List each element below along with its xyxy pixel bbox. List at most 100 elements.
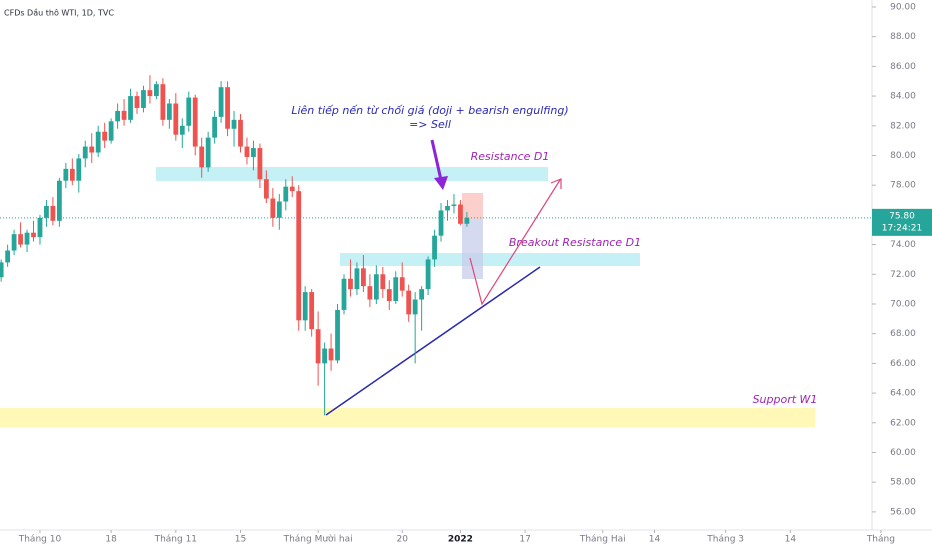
price-axis <box>872 0 932 530</box>
annotation: => Sell <box>409 118 451 131</box>
y-tick-label: 56.00 <box>890 507 916 517</box>
x-tick-label: 17 <box>519 535 530 545</box>
candle-body <box>44 205 49 218</box>
x-tick-label: 18 <box>105 535 117 545</box>
candle-body <box>50 205 56 221</box>
candle-body <box>89 146 95 153</box>
candle-body <box>458 204 463 224</box>
candle-body <box>141 90 146 108</box>
x-tick-label: 15 <box>235 535 246 545</box>
x-tick-label: 2022 <box>448 535 473 545</box>
candle-body <box>76 158 82 181</box>
breakout-zone <box>340 253 640 266</box>
y-tick-label: 58.00 <box>890 478 916 488</box>
candle-body <box>121 110 127 120</box>
resistance-zone <box>156 167 548 181</box>
arrow-head <box>434 176 448 190</box>
candle-body <box>289 186 295 192</box>
x-tick-label: 14 <box>785 535 797 545</box>
candle-body <box>361 268 366 287</box>
annotation: Support W1 <box>753 393 818 406</box>
candle-body <box>231 119 237 129</box>
candle-body <box>341 278 347 310</box>
y-tick-label: 90.00 <box>890 2 916 12</box>
candle-body <box>147 90 153 97</box>
support-zone <box>0 408 815 427</box>
candle-body <box>186 97 192 126</box>
candle-body <box>160 84 166 120</box>
candle-body <box>399 277 405 291</box>
candle-body <box>95 131 101 153</box>
signal-arrow <box>430 139 443 181</box>
price-label-box <box>872 208 932 236</box>
candle-body <box>315 329 321 364</box>
candle-body <box>328 348 334 361</box>
y-tick-label: 68.00 <box>890 329 916 339</box>
candle-body <box>82 146 88 159</box>
candle-body <box>354 268 360 290</box>
y-tick-label: 88.00 <box>890 32 916 42</box>
candle-body <box>134 96 140 108</box>
y-tick-label: 82.00 <box>890 121 916 131</box>
candle-body <box>425 259 431 290</box>
x-tick-label: 14 <box>649 535 661 545</box>
candle-body <box>309 292 315 330</box>
candle-body <box>438 210 444 236</box>
x-tick-label: Tháng 10 <box>18 535 62 545</box>
candle-body <box>270 198 276 218</box>
risk-box <box>462 193 483 219</box>
candle-body <box>257 148 263 180</box>
candle-body <box>302 292 308 321</box>
x-tick-label: 20 <box>396 535 408 545</box>
candle-body <box>380 274 386 290</box>
candle-body <box>5 250 11 263</box>
candle-body <box>31 232 36 238</box>
x-tick-label: Tháng <box>866 535 895 545</box>
candle-body <box>348 278 353 290</box>
candle-body <box>432 235 437 260</box>
candle-body <box>18 234 23 245</box>
candle-body <box>386 289 392 302</box>
candle-body <box>412 299 418 315</box>
annotation: Resistance D1 <box>471 150 550 163</box>
candle-body <box>406 290 412 315</box>
candle-body <box>166 103 172 120</box>
annotation: Breakout Resistance D1 <box>509 236 641 249</box>
candle-body <box>335 309 340 361</box>
reward-box <box>462 219 483 279</box>
y-tick-label: 78.00 <box>890 181 916 191</box>
candle-body <box>451 204 457 206</box>
candle-body <box>37 217 43 238</box>
y-tick-label: 64.00 <box>890 389 916 399</box>
candle-body <box>296 191 302 321</box>
countdown: 17:24:21 <box>882 223 922 233</box>
y-tick-label: 60.00 <box>890 448 916 458</box>
candle-body <box>225 87 230 129</box>
candle-body <box>24 232 30 245</box>
candle-body <box>115 110 120 122</box>
y-tick-label: 84.00 <box>890 92 916 102</box>
candle-body <box>128 96 133 120</box>
candle-body <box>192 97 198 147</box>
candle-body <box>244 146 250 157</box>
candle-body <box>218 87 224 117</box>
price-label: 75.80 <box>889 211 915 221</box>
y-tick-label: 70.00 <box>890 299 916 309</box>
y-tick-label: 74.00 <box>890 240 916 250</box>
candle-body <box>102 131 108 141</box>
candle-body <box>199 146 205 168</box>
y-tick-label: 86.00 <box>890 62 916 72</box>
candle-body <box>56 180 62 221</box>
y-tick-label: 66.00 <box>890 359 916 369</box>
candle-body <box>322 348 327 364</box>
candle-body <box>276 201 282 218</box>
candle-body <box>205 137 211 168</box>
candle-body <box>373 274 379 300</box>
y-tick-label: 80.00 <box>890 151 916 161</box>
x-tick-label: Tháng 11 <box>154 535 197 545</box>
projection-path <box>469 179 561 306</box>
candle-body <box>173 103 179 135</box>
candle-body <box>154 84 159 97</box>
candle-body <box>63 168 69 181</box>
x-tick-label: Tháng 3 <box>706 535 744 545</box>
